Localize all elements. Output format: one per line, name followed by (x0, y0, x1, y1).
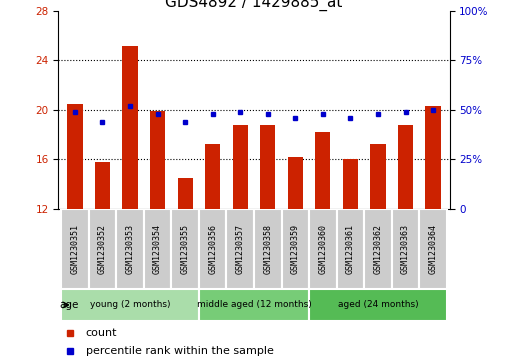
Bar (89, 209, 116, 289)
Bar (227, 209, 254, 289)
Text: age: age (59, 300, 78, 310)
Bar (370, 144, 386, 209)
Bar (116, 209, 144, 289)
Bar (281, 209, 309, 289)
Bar (364, 209, 392, 289)
Bar (205, 144, 220, 209)
Bar (398, 125, 413, 209)
Text: GSM1230357: GSM1230357 (236, 224, 245, 274)
Text: GSM1230353: GSM1230353 (125, 224, 135, 274)
Text: GSM1230354: GSM1230354 (153, 224, 162, 274)
Bar (309, 209, 337, 289)
Bar (122, 45, 138, 209)
Bar (315, 132, 330, 209)
Bar (288, 157, 303, 209)
Text: GSM1230364: GSM1230364 (429, 224, 437, 274)
Bar (392, 209, 419, 289)
Text: GSM1230359: GSM1230359 (291, 224, 300, 274)
Text: count: count (86, 328, 117, 338)
Title: GDS4892 / 1429885_at: GDS4892 / 1429885_at (165, 0, 343, 11)
Text: young (2 months): young (2 months) (90, 301, 170, 309)
Bar (419, 209, 447, 289)
Bar (61, 289, 199, 321)
Bar (171, 209, 199, 289)
Text: GSM1230361: GSM1230361 (346, 224, 355, 274)
Text: GSM1230360: GSM1230360 (319, 224, 327, 274)
Bar (68, 103, 82, 209)
Bar (95, 162, 110, 209)
Bar (309, 289, 447, 321)
Text: percentile rank within the sample: percentile rank within the sample (86, 346, 274, 356)
Bar (233, 125, 248, 209)
Bar (426, 106, 440, 209)
Bar (199, 289, 309, 321)
Bar (61, 209, 89, 289)
Text: GSM1230363: GSM1230363 (401, 224, 410, 274)
Bar (144, 209, 171, 289)
Bar (343, 159, 358, 209)
Bar (178, 178, 193, 209)
Bar (337, 209, 364, 289)
Text: GSM1230358: GSM1230358 (263, 224, 272, 274)
Bar (150, 111, 165, 209)
Text: GSM1230351: GSM1230351 (71, 224, 79, 274)
Text: GSM1230362: GSM1230362 (373, 224, 383, 274)
Bar (260, 125, 275, 209)
Text: aged (24 months): aged (24 months) (338, 301, 418, 309)
Text: GSM1230355: GSM1230355 (181, 224, 189, 274)
Text: middle aged (12 months): middle aged (12 months) (197, 301, 311, 309)
Text: GSM1230356: GSM1230356 (208, 224, 217, 274)
Bar (199, 209, 227, 289)
Bar (254, 209, 281, 289)
Text: GSM1230352: GSM1230352 (98, 224, 107, 274)
